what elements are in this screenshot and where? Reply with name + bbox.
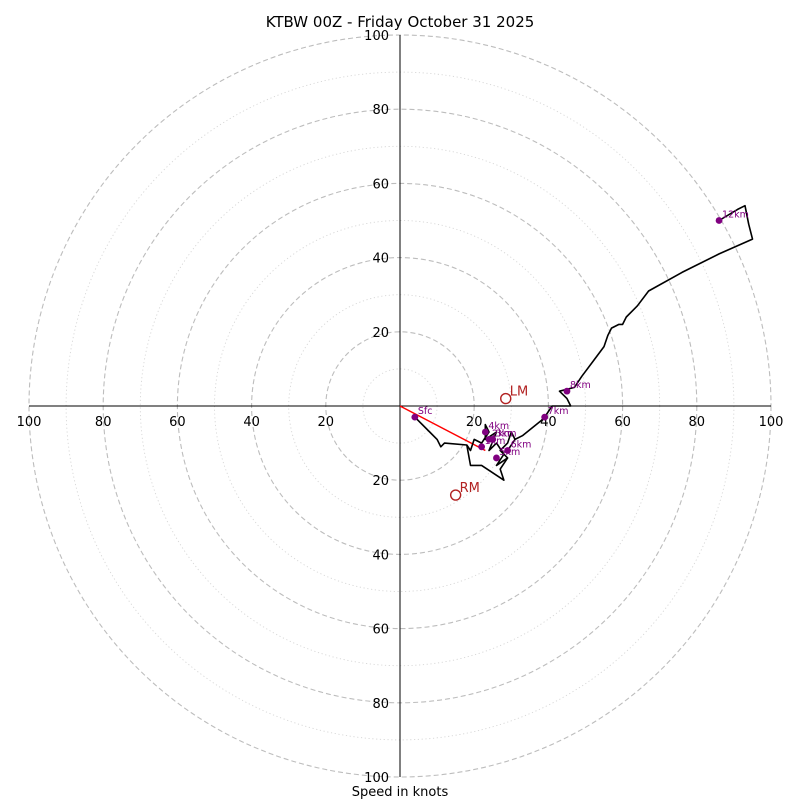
storm-motion-markers: LM RM bbox=[449, 385, 528, 501]
tick-label: 80 bbox=[372, 103, 389, 118]
hodograph-trace bbox=[399, 204, 754, 482]
storm-motion-marker bbox=[449, 489, 462, 501]
height-marker-dot bbox=[541, 413, 549, 421]
height-marker-label: 12km bbox=[722, 210, 749, 221]
tick-label: 100 bbox=[17, 415, 42, 430]
tick-label: 80 bbox=[95, 415, 112, 430]
tick-label: 20 bbox=[466, 415, 483, 430]
tick-label: 80 bbox=[372, 697, 389, 712]
x-axis-label: Speed in knots bbox=[352, 785, 449, 800]
height-marker-label: 6km bbox=[511, 440, 532, 451]
tick-label: 40 bbox=[243, 415, 260, 430]
tick-label: 60 bbox=[372, 623, 389, 638]
height-marker-dot bbox=[411, 413, 419, 421]
height-marker-dot bbox=[493, 454, 500, 462]
tick-label: 100 bbox=[364, 771, 389, 786]
shear-vector-line bbox=[399, 405, 486, 452]
height-marker-label: 3km bbox=[496, 428, 517, 439]
height-marker-dot bbox=[489, 435, 497, 443]
height-marker-dot bbox=[481, 428, 489, 436]
storm-motion-label: RM bbox=[460, 481, 480, 496]
height-markers: Sfc1km2km3km4km5km6km7km8km12km bbox=[411, 210, 749, 462]
tick-label: 20 bbox=[318, 415, 335, 430]
tick-label: 60 bbox=[169, 415, 186, 430]
height-marker-dot bbox=[715, 217, 723, 224]
tick-label: 80 bbox=[689, 415, 706, 430]
tick-label: 60 bbox=[372, 177, 389, 192]
tick-label: 100 bbox=[759, 415, 784, 430]
tick-label: 60 bbox=[614, 415, 631, 430]
height-marker-label: 7km bbox=[548, 406, 569, 417]
tick-label: 20 bbox=[372, 474, 389, 489]
wind-trace-line bbox=[414, 204, 754, 467]
height-marker-dot bbox=[504, 447, 511, 454]
height-marker-label: 8km bbox=[570, 380, 591, 391]
wind-trace-lower-loop bbox=[466, 444, 509, 482]
height-marker-label: Sfc bbox=[418, 406, 433, 417]
tick-label: 40 bbox=[372, 252, 389, 267]
height-marker-dot bbox=[478, 443, 486, 451]
storm-motion-marker bbox=[500, 392, 512, 405]
tick-label: 20 bbox=[372, 326, 389, 341]
height-marker-label: 2km bbox=[492, 428, 513, 439]
height-marker-dot bbox=[563, 387, 571, 395]
storm-motion-label: LM bbox=[510, 385, 528, 400]
chart-title: KTBW 00Z - Friday October 31 2025 bbox=[266, 13, 535, 31]
tick-label: 40 bbox=[372, 548, 389, 563]
tick-label: 100 bbox=[364, 29, 389, 44]
height-marker-label: 4km bbox=[488, 421, 509, 432]
